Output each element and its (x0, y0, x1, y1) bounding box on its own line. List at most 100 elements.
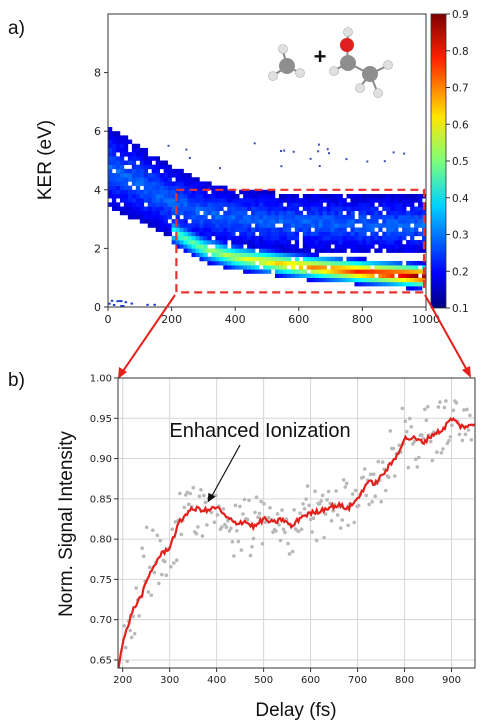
heatmap-cell (253, 142, 256, 145)
scatter-point (178, 491, 182, 496)
heatmap-cell (227, 219, 232, 224)
heatmap-cell (251, 193, 256, 199)
heatmap-cell (239, 252, 244, 258)
heatmap-cell (108, 202, 113, 207)
heatmap-cell (306, 231, 312, 237)
heatmap-cell (358, 248, 363, 253)
heatmap-cell (127, 173, 133, 178)
heatmap-cell (211, 214, 216, 220)
scatter-point (137, 614, 141, 618)
heatmap-cell (143, 189, 149, 195)
heatmap-cell (282, 265, 288, 270)
heatmap-cell (187, 198, 192, 203)
heatmap-cell (418, 219, 423, 224)
heatmap-cell (290, 269, 296, 274)
signal-xlabel: Delay (fs) (255, 700, 336, 721)
heatmap-cell (167, 202, 172, 207)
heatmap-cell (219, 231, 224, 237)
zoom-arrowhead-right (462, 366, 471, 378)
heatmap-cell (406, 219, 411, 224)
heatmap-cell (282, 193, 288, 199)
heatmap-cell (386, 202, 391, 207)
scatter-point (429, 439, 433, 444)
heatmap-cell (278, 219, 284, 224)
heatmap-cell (410, 286, 415, 291)
heatmap-cell (274, 210, 280, 216)
heatmap-cell (155, 160, 160, 165)
heatmap-cell (330, 210, 335, 216)
heatmap-cell (322, 231, 327, 237)
heatmap-cell (235, 193, 240, 199)
heatmap-cell (211, 189, 216, 195)
colorbar-axis: 0.10.20.30.40.50.60.70.80.9 (446, 9, 469, 315)
heatmap-cell (267, 223, 272, 228)
heatmap-cell (175, 198, 180, 203)
heatmap-cell (406, 193, 411, 199)
heatmap-cell (318, 210, 323, 216)
heatmap-cell (259, 231, 264, 237)
heatmap-cell (410, 214, 415, 220)
heatmap-cell (175, 227, 180, 232)
heatmap-cell (119, 156, 125, 161)
heatmap-cell (231, 265, 236, 270)
heatmap-cell (191, 252, 196, 258)
heatmap-cell (143, 181, 149, 186)
heatmap-cell (278, 198, 284, 203)
heatmap-cell (215, 219, 220, 224)
heatmap-cell (382, 281, 387, 287)
heatmap-cell (370, 244, 375, 249)
heatmap-cell (358, 269, 363, 274)
heatmap-cell (350, 210, 355, 216)
heatmap-cell (223, 227, 228, 232)
scatter-point (325, 498, 329, 502)
heatmap-cell (422, 223, 426, 228)
heatmap-cell (183, 240, 188, 245)
scatter-point (155, 533, 160, 538)
heatmap-cell (414, 244, 419, 249)
heatmap-cell (247, 202, 252, 207)
heatmap-cell (123, 193, 129, 199)
heatmap-cell (282, 240, 288, 245)
heatmap-cell (251, 214, 256, 220)
heatmap-cell (326, 219, 331, 224)
heatmap-cell (267, 210, 272, 216)
heatmap-cell (151, 223, 156, 228)
scatter-point (229, 526, 233, 531)
heatmap-cell (390, 214, 395, 220)
heatmap-cell (167, 210, 172, 216)
heatmap-cell (183, 244, 188, 249)
heatmap-cell (322, 265, 327, 270)
heatmap-cell (207, 193, 212, 199)
heatmap-cell (334, 240, 339, 245)
heatmap-cell (143, 214, 149, 220)
heatmap-cell (290, 252, 296, 258)
heatmap-cell (338, 260, 343, 266)
heatmap-cell (147, 160, 153, 165)
heatmap-cell (183, 223, 188, 228)
heatmap-cell (310, 219, 316, 224)
heatmap-cell (247, 260, 252, 266)
heatmap-cell (290, 214, 296, 220)
heatmap-cell (267, 219, 272, 224)
heatmap-cell (108, 185, 113, 191)
heatmap-cell (402, 235, 407, 241)
heatmap-cell (235, 202, 240, 207)
heatmap-cell (358, 193, 363, 199)
heatmap-cell (318, 244, 323, 249)
heatmap-cell (374, 193, 379, 199)
heatmap-cell (386, 219, 391, 224)
heatmap-cell (414, 260, 419, 266)
heatmap-cell (418, 286, 423, 291)
heatmap-cell (278, 227, 284, 232)
heatmap-cell (159, 185, 164, 191)
heatmap-cell (167, 189, 172, 195)
heatmap-cell (247, 244, 252, 249)
heatmap-cell (187, 240, 192, 245)
heatmap-cell (278, 235, 284, 241)
heatmap-cell (410, 240, 415, 245)
heatmap-cell (270, 265, 276, 270)
scatter-point (319, 499, 323, 503)
heatmap-cell (350, 223, 355, 228)
scatter-point (387, 475, 391, 480)
scatter-point (379, 499, 384, 504)
